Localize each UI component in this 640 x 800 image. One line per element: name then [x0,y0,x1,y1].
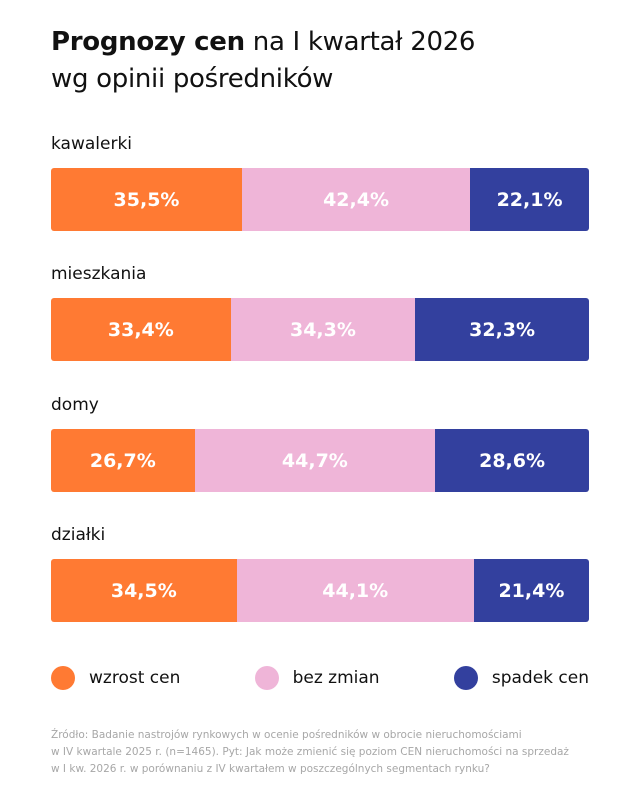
bar-row: 33,4% 34,3% 32,3% [51,298,589,361]
legend-label: bez zmian [292,668,380,688]
legend-label: wzrost cen [89,668,181,688]
bar-row: 35,5% 42,4% 22,1% [51,168,589,231]
data-label: 28,6% [479,449,546,472]
data-label: 26,7% [89,449,156,472]
title-rest: na I kwartał 2026 [244,27,476,57]
legend-swatch [254,666,279,690]
bar-segment: 34,5% [51,559,237,622]
chart-title: Prognozy cen na I kwartał 2026 wg opinii… [51,24,475,98]
data-label: 44,1% [322,579,389,602]
source-line: Źródło: Badanie nastrojów rynkowych w oc… [51,729,522,741]
title-bold: Prognozy cen [51,27,245,57]
bar-segment: 33,4% [51,298,231,361]
bar-segment: 34,3% [230,298,416,361]
legend: wzrost cen bez zmian spadek cen [51,666,589,690]
legend-item: spadek cen [453,666,589,690]
bar-segment: 42,4% [241,168,471,231]
bar-segment: 32,3% [415,298,589,361]
data-label: 44,7% [281,449,348,472]
bar-segment: 22,1% [470,168,589,231]
legend-swatch [51,666,75,690]
bar-segment: 35,5% [51,168,242,231]
category-label: domy [51,395,99,415]
data-label: 35,5% [113,188,180,211]
data-label: 22,1% [496,188,563,211]
source-line: w IV kwartale 2025 r. (n=1465). Pyt: Jak… [51,746,569,758]
bar-row: 34,5% 44,1% 21,4% [51,559,589,622]
bar-row: 26,7% 44,7% 28,6% [51,429,589,492]
category-label: kawalerki [51,134,133,154]
data-label: 34,3% [289,318,356,341]
source-note: Źródło: Badanie nastrojów rynkowych w oc… [51,727,611,778]
data-label: 42,4% [323,188,389,211]
bar-segment: 28,6% [435,429,589,492]
title-line2: wg opinii pośredników [51,64,334,94]
category-label: mieszkania [51,264,147,284]
legend-item: wzrost cen [51,666,180,690]
bar-segment: 44,1% [236,559,474,622]
source-line: w I kw. 2026 r. w porównaniu z IV kwarta… [51,763,490,775]
legend-swatch [453,666,478,690]
bar-segment: 21,4% [473,559,589,622]
data-label: 33,4% [107,318,174,341]
bar-segment: 26,7% [51,429,195,492]
category-label: działki [51,525,106,545]
data-label: 34,5% [110,579,177,602]
legend-item: bez zmian [254,666,380,690]
bar-segment: 44,7% [194,429,436,492]
data-label: 21,4% [498,579,565,602]
data-label: 32,3% [469,318,536,341]
legend-label: spadek cen [491,668,589,688]
